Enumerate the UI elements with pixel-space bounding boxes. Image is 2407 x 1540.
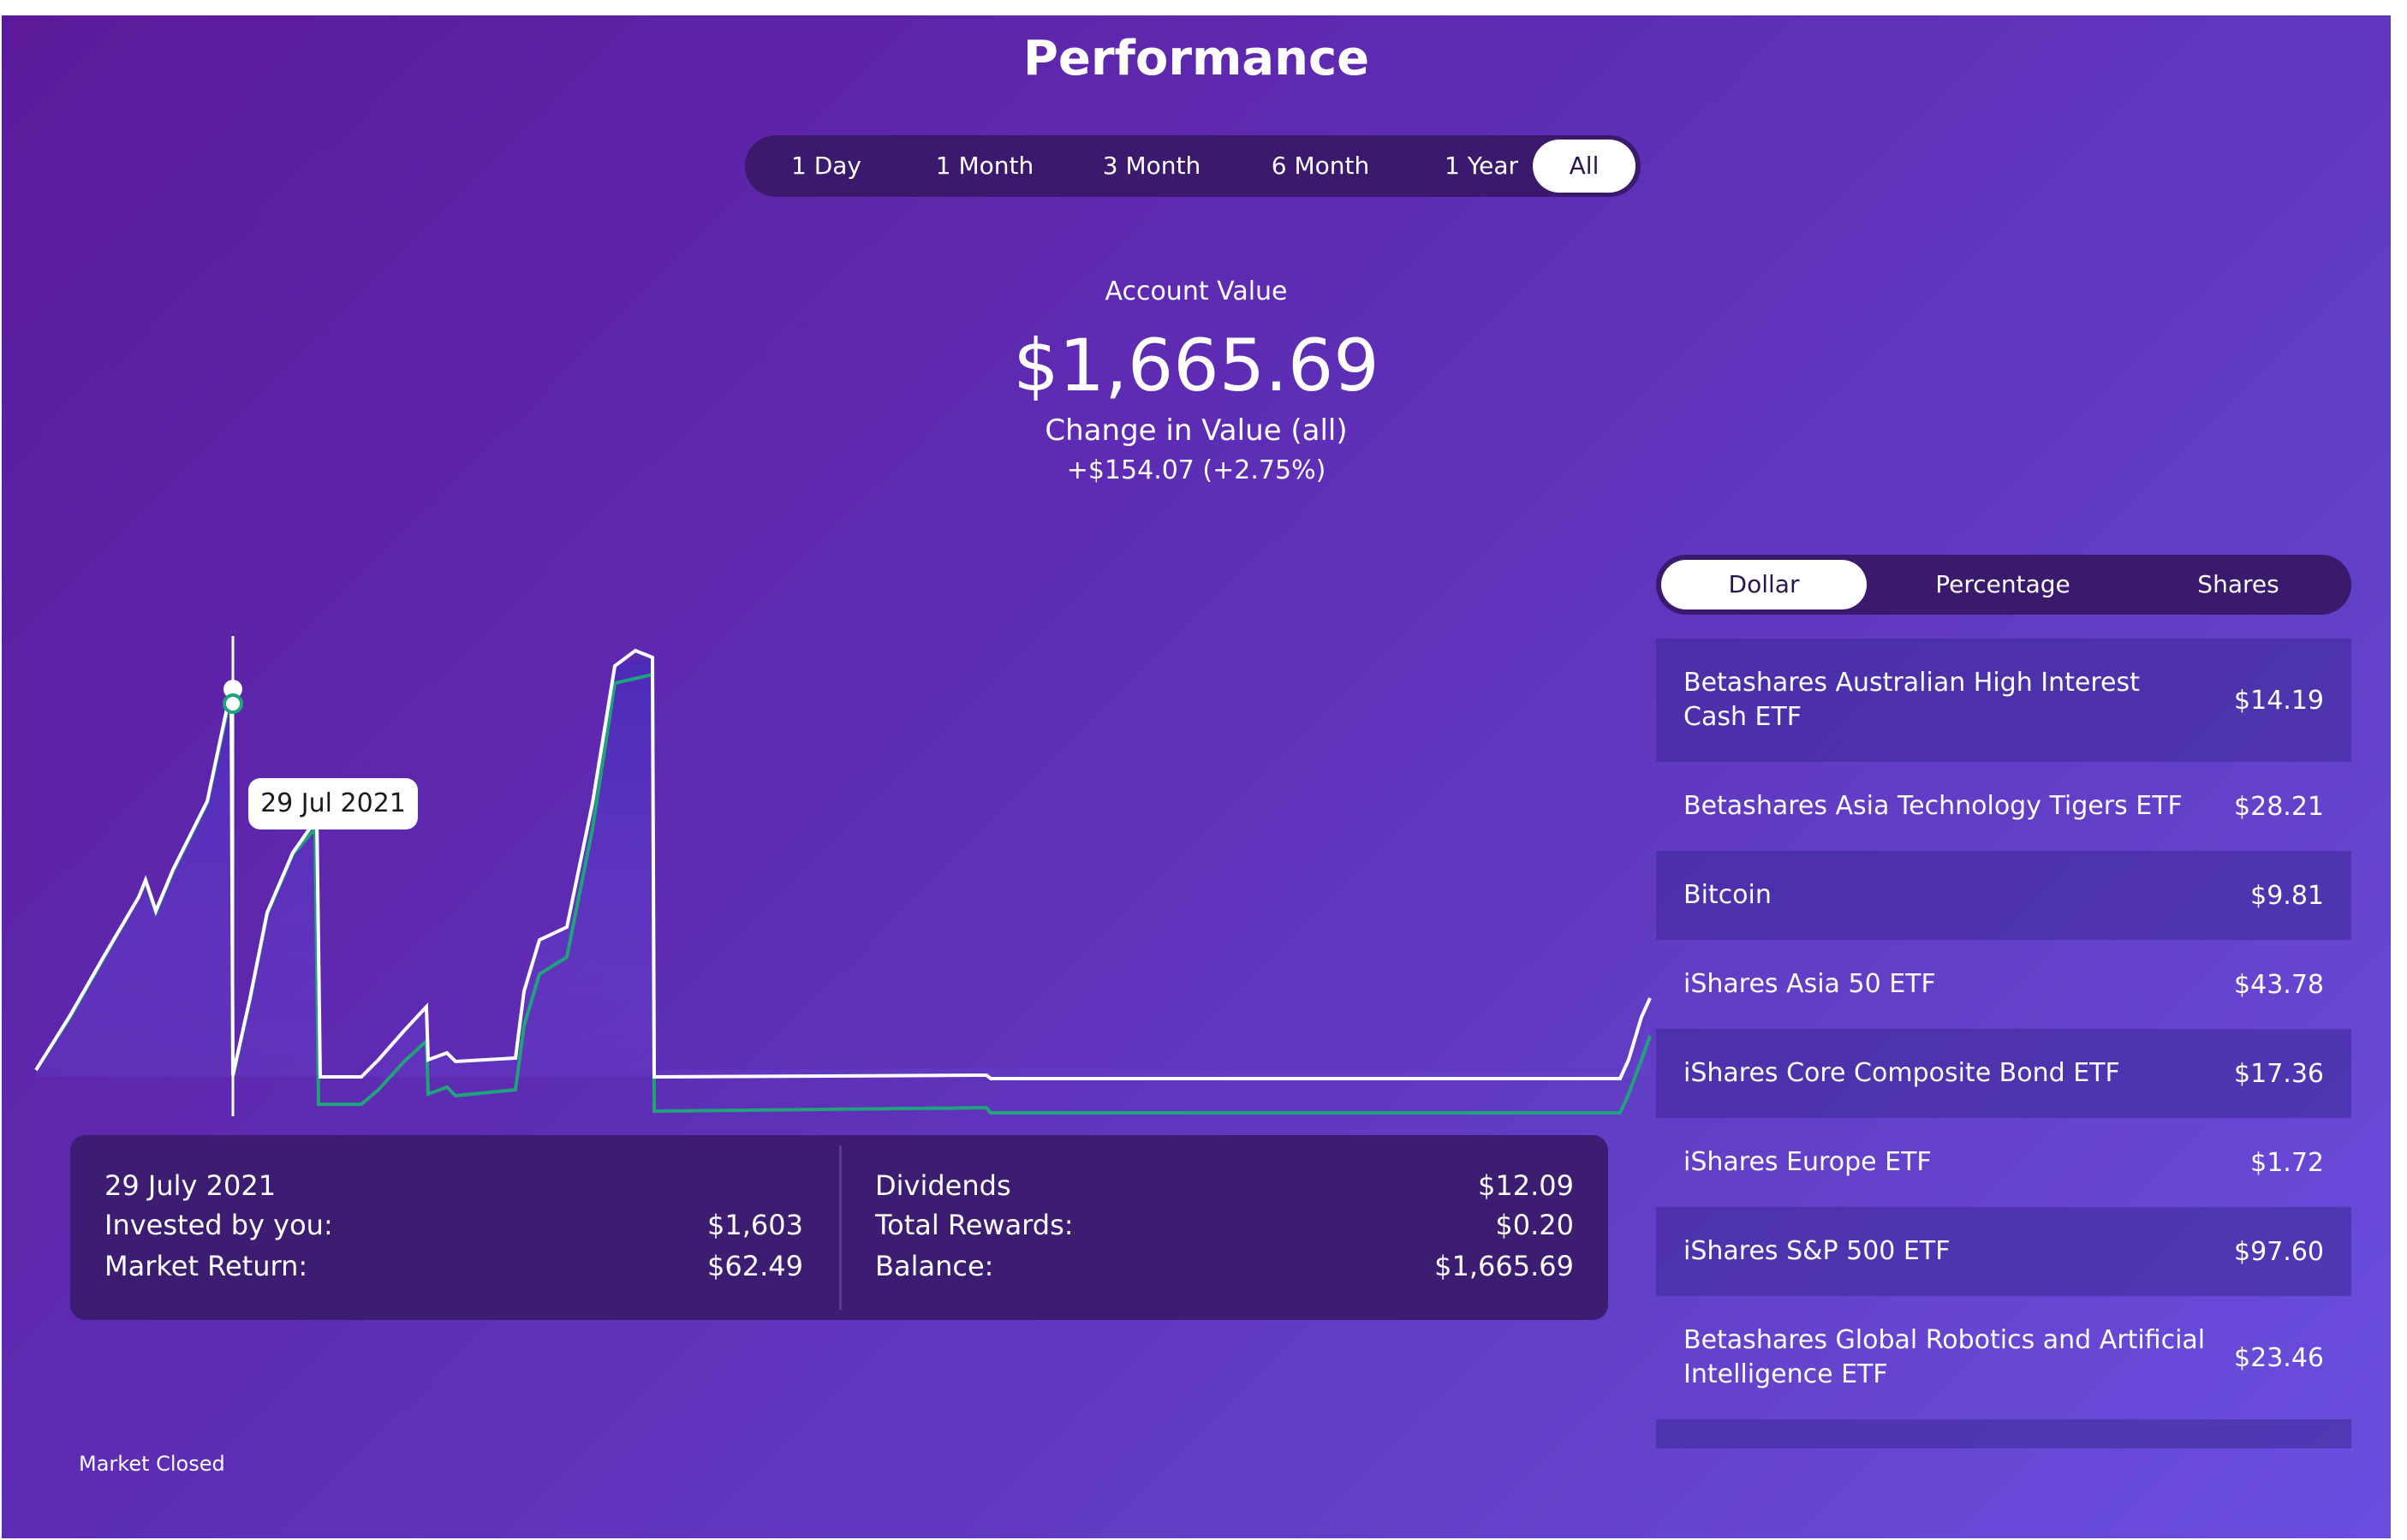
total-rewards-value: $0.20	[1495, 1209, 1574, 1241]
performance-window: Performance 1 Day 1 Month 3 Month 6 Mont…	[2, 15, 2391, 1538]
range-all-button[interactable]: All	[1533, 140, 1635, 193]
holding-value: $28.21	[2234, 791, 2324, 822]
balance-line	[34, 648, 1652, 1080]
range-1-day-button[interactable]: 1 Day	[790, 152, 861, 180]
holding-name: Betashares Asia Technology Tigers ETF	[1683, 791, 2183, 821]
range-1-year-button[interactable]: 1 Year	[1445, 152, 1518, 180]
value-type-toggle: Dollar Percentage Shares	[1656, 555, 2351, 615]
cursor-invested-marker	[223, 693, 243, 714]
holding-name: Betashares Australian High Interest Cash…	[1683, 668, 2140, 732]
toggle-shares-button[interactable]: Shares	[2197, 570, 2279, 598]
range-3-month-button[interactable]: 3 Month	[1102, 152, 1201, 180]
dividends-value: $12.09	[1478, 1169, 1574, 1202]
invested-label: Invested by you:	[104, 1209, 333, 1241]
page-title: Performance	[1022, 31, 1370, 86]
holdings-list: Betashares Australian High Interest Cash…	[1656, 639, 2351, 1448]
holding-row[interactable]: iShares Europe ETF $1.72	[1656, 1118, 2351, 1207]
change-in-value-label: Change in Value (all)	[1045, 413, 1348, 448]
balance-label: Balance:	[875, 1250, 994, 1282]
holding-value: $23.46	[2234, 1342, 2324, 1373]
cursor-balance-marker	[223, 680, 242, 699]
holding-row-partial[interactable]	[1656, 1419, 2351, 1448]
summary-date: 29 July 2021	[104, 1169, 277, 1202]
holding-name: Betashares Global Robotics and Artificia…	[1683, 1325, 2206, 1389]
market-status: Market Closed	[79, 1452, 225, 1476]
holding-value: $17.36	[2234, 1058, 2324, 1089]
balance-value: $1,665.69	[1434, 1250, 1574, 1282]
toggle-percentage-button[interactable]: Percentage	[1935, 570, 2070, 598]
holding-name: Bitcoin	[1683, 880, 1772, 910]
holding-name: iShares Asia 50 ETF	[1683, 969, 1936, 999]
holding-value: $1.72	[2250, 1147, 2324, 1178]
holding-row[interactable]: iShares S&P 500 ETF $97.60	[1656, 1207, 2351, 1296]
market-return-value: $62.49	[707, 1250, 803, 1282]
chart-tooltip: 29 Jul 2021	[248, 778, 418, 829]
market-return-label: Market Return:	[104, 1250, 308, 1282]
time-range-selector: 1 Day 1 Month 3 Month 6 Month 1 Year All	[745, 135, 1641, 197]
range-1-month-button[interactable]: 1 Month	[935, 152, 1034, 180]
performance-chart[interactable]	[2, 615, 1654, 1128]
invested-value: $1,603	[707, 1209, 803, 1241]
holding-row[interactable]: Betashares Asia Technology Tigers ETF $2…	[1656, 762, 2351, 851]
holding-value: $97.60	[2234, 1236, 2324, 1267]
holding-name: iShares S&P 500 ETF	[1683, 1236, 1951, 1266]
summary-divider	[839, 1145, 842, 1310]
holding-row[interactable]: Betashares Global Robotics and Artificia…	[1656, 1296, 2351, 1419]
dividends-label: Dividends	[875, 1169, 1011, 1202]
toggle-dollar-button[interactable]: Dollar	[1661, 560, 1867, 609]
change-in-value: +$154.07 (+2.75%)	[1066, 455, 1326, 485]
total-rewards-label: Total Rewards:	[875, 1209, 1074, 1241]
holding-row[interactable]: iShares Asia 50 ETF $43.78	[1656, 940, 2351, 1029]
range-6-month-button[interactable]: 6 Month	[1271, 152, 1370, 180]
holding-value: $14.19	[2234, 685, 2324, 716]
summary-panel: 29 July 2021 Invested by you: $1,603 Mar…	[70, 1135, 1608, 1320]
holding-value: $43.78	[2234, 969, 2324, 1000]
holding-value: $9.81	[2250, 880, 2324, 911]
holding-name: iShares Core Composite Bond ETF	[1683, 1058, 2120, 1088]
chart-area-fill	[36, 657, 1650, 1077]
holding-row[interactable]: Betashares Australian High Interest Cash…	[1656, 639, 2351, 762]
account-value-label: Account Value	[1105, 276, 1288, 306]
holding-name: iShares Europe ETF	[1683, 1147, 1932, 1177]
account-value: $1,665.69	[1013, 324, 1379, 407]
holding-row[interactable]: iShares Core Composite Bond ETF $17.36	[1656, 1029, 2351, 1118]
holding-row[interactable]: Bitcoin $9.81	[1656, 851, 2351, 940]
